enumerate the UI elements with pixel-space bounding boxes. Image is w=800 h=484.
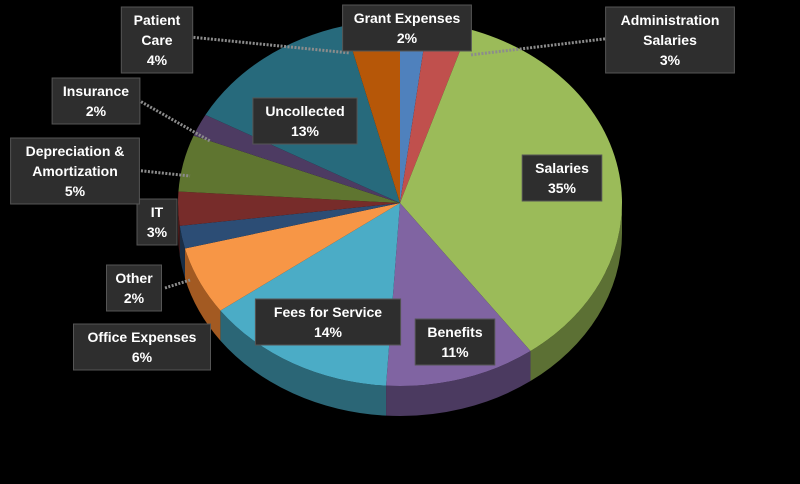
slice-grant-expenses (400, 20, 428, 203)
data-label-text: Salaries (643, 32, 697, 48)
slice-side-it (178, 203, 180, 256)
data-label-patient-care: Patient Care 4% (120, 6, 194, 74)
leader-line-patient-care (189, 35, 351, 55)
data-label-text: Depreciation & (26, 143, 125, 159)
data-label-office-expenses: Office Expenses 6% (73, 323, 211, 371)
data-label-text: Other (115, 270, 153, 286)
data-label-box (521, 154, 603, 202)
data-label-text: Care (141, 32, 172, 48)
data-label-box (120, 6, 194, 74)
data-label-text: Office Expenses (88, 329, 197, 345)
slice-office-expenses (184, 203, 400, 311)
data-label-text: Fees for Service (274, 304, 382, 320)
leader-line-administration-salaries (469, 36, 613, 57)
data-label-box (414, 318, 496, 366)
data-label-text: Benefits (427, 324, 482, 340)
data-label-box (51, 77, 141, 125)
data-label-value: 35% (548, 180, 577, 196)
slice-depreciation-and-amortization (178, 135, 400, 203)
data-label-depreciation-and-amortization: Depreciation & Amortization 5% (10, 137, 140, 205)
data-label-box (136, 198, 178, 246)
slice-side-office-expenses (184, 248, 221, 341)
data-label-value: 6% (132, 349, 153, 365)
data-label-text: Administration (621, 12, 720, 28)
data-label-value: 4% (147, 52, 168, 68)
data-label-value: 2% (86, 103, 107, 119)
data-label-box (342, 4, 472, 52)
data-label-text: Patient (134, 12, 181, 28)
data-label-text: Insurance (63, 83, 129, 99)
data-label-box (106, 264, 162, 312)
data-label-text: Amortization (32, 163, 118, 179)
slice-other (179, 203, 400, 249)
slice-administration-salaries (400, 21, 469, 204)
data-label-salaries: Salaries 35% (521, 154, 603, 202)
data-label-it: IT 3% (136, 198, 178, 246)
data-label-text: IT (151, 204, 164, 220)
slice-patient-care (344, 20, 400, 203)
slice-labels: Grant Expenses 2% Administration Salaries 3%… (10, 4, 735, 371)
data-label-box (254, 298, 402, 346)
data-label-value: 14% (314, 324, 343, 340)
data-label-insurance: Insurance 2% (51, 77, 141, 125)
data-label-text: Uncollected (265, 103, 344, 119)
data-label-value: 2% (397, 30, 418, 46)
slice-side-benefits (386, 351, 531, 416)
data-label-grant-expenses: Grant Expenses 2% (342, 4, 472, 52)
data-label-benefits: Benefits 11% (414, 318, 496, 366)
data-label-administration-salaries: Administration Salaries 3% (605, 6, 735, 74)
leader-lines (133, 35, 613, 290)
data-label-box (252, 97, 358, 145)
pie-sides (178, 203, 622, 416)
data-label-value: 3% (147, 224, 168, 240)
data-label-box (10, 137, 140, 205)
data-label-uncollected: Uncollected 13% (252, 97, 358, 145)
data-label-text: Salaries (535, 160, 589, 176)
data-label-value: 3% (660, 52, 681, 68)
leader-line-depreciation-and-amortization (133, 168, 191, 178)
slice-salaries (400, 28, 623, 352)
slice-insurance (193, 114, 400, 203)
data-label-value: 13% (291, 123, 320, 139)
leader-line-other (164, 278, 191, 290)
slice-side-other (179, 225, 185, 279)
slice-side-salaries (530, 203, 622, 382)
data-label-text: Grant Expenses (354, 10, 461, 26)
slice-side-fees-for-service (220, 310, 387, 416)
leader-line-insurance (137, 98, 211, 143)
data-label-other: Other 2% (106, 264, 162, 312)
data-label-box (73, 323, 211, 371)
data-label-box (605, 6, 735, 74)
data-label-value: 2% (124, 290, 145, 306)
data-label-fees-for-service: Fees for Service 14% (254, 298, 402, 346)
data-label-value: 5% (65, 183, 86, 199)
data-label-value: 11% (441, 344, 469, 360)
slice-it (178, 191, 400, 226)
